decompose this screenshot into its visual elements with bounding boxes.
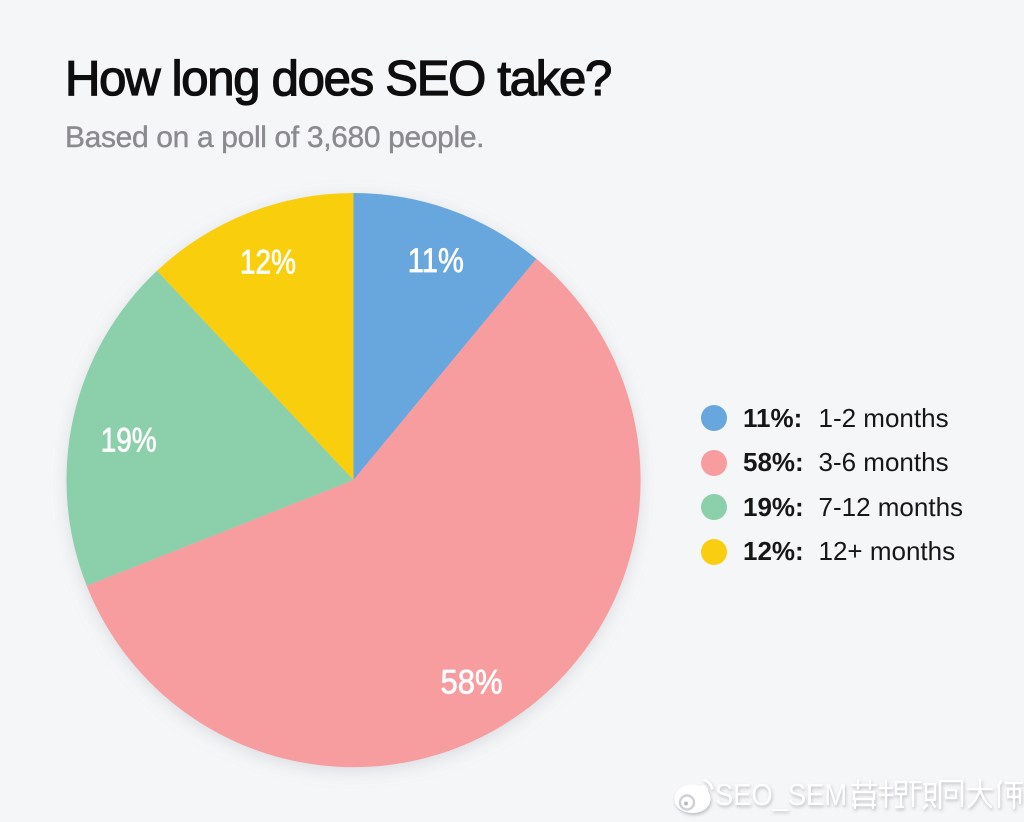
svg-text:58%: 58%	[441, 664, 503, 702]
svg-text:12%: 12%	[240, 244, 296, 282]
svg-text:11%: 11%	[408, 242, 464, 280]
svg-text:SEO_SEM: SEO_SEM	[715, 777, 847, 812]
svg-text:19%: 19%	[101, 422, 157, 460]
